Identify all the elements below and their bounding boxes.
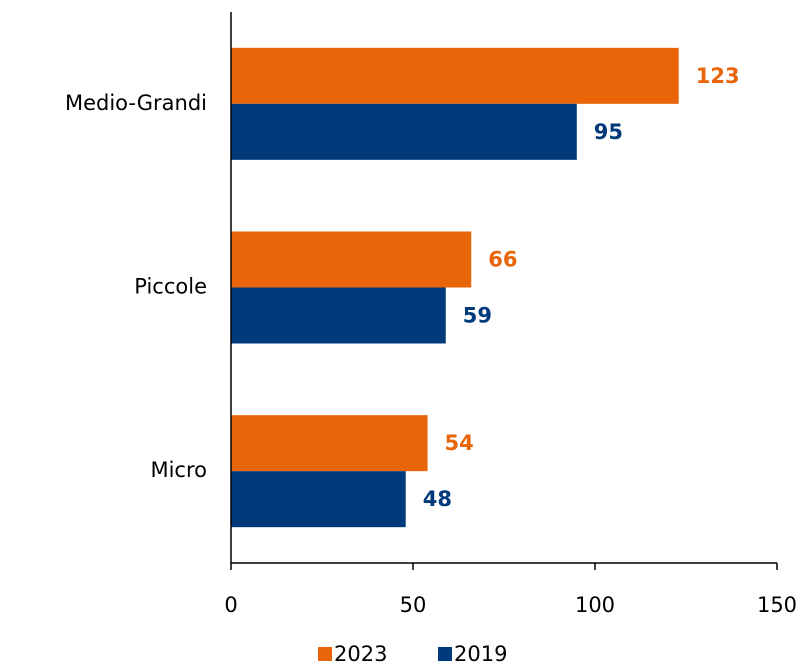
legend-swatch xyxy=(318,647,332,661)
legend-label: 2023 xyxy=(334,642,387,665)
data-label: 123 xyxy=(696,64,740,88)
x-tick-label: 150 xyxy=(757,593,797,617)
data-label: 66 xyxy=(488,248,517,272)
category-label: Piccole xyxy=(134,275,207,299)
bar xyxy=(231,47,679,104)
data-label: 48 xyxy=(423,487,452,511)
category-label: Medio-Grandi xyxy=(65,91,207,115)
data-label: 54 xyxy=(445,431,474,455)
bar xyxy=(231,415,428,472)
x-tick-label: 0 xyxy=(224,593,237,617)
bar xyxy=(231,471,406,528)
category-label: Micro xyxy=(150,458,207,482)
data-label: 95 xyxy=(594,120,623,144)
data-label: 59 xyxy=(463,304,492,328)
legend-swatch xyxy=(438,647,452,661)
x-tick-label: 50 xyxy=(400,593,427,617)
bar xyxy=(231,103,577,160)
x-tick-label: 100 xyxy=(575,593,615,617)
legend-label: 2019 xyxy=(454,642,507,665)
bar xyxy=(231,231,472,288)
bar xyxy=(231,287,446,344)
